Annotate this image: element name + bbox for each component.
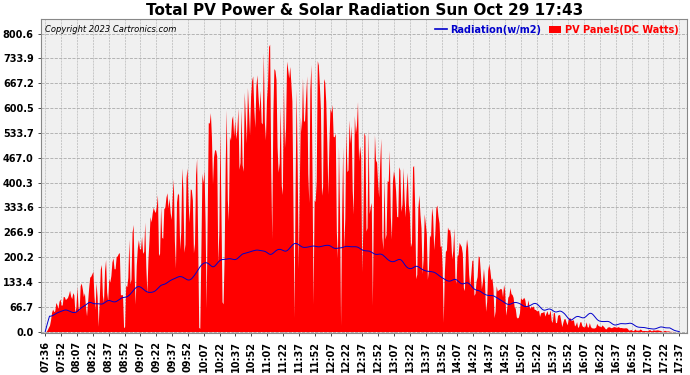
Legend: Radiation(w/m2), PV Panels(DC Watts): Radiation(w/m2), PV Panels(DC Watts) xyxy=(431,21,682,39)
Title: Total PV Power & Solar Radiation Sun Oct 29 17:43: Total PV Power & Solar Radiation Sun Oct… xyxy=(146,3,583,18)
Text: Copyright 2023 Cartronics.com: Copyright 2023 Cartronics.com xyxy=(45,25,176,34)
